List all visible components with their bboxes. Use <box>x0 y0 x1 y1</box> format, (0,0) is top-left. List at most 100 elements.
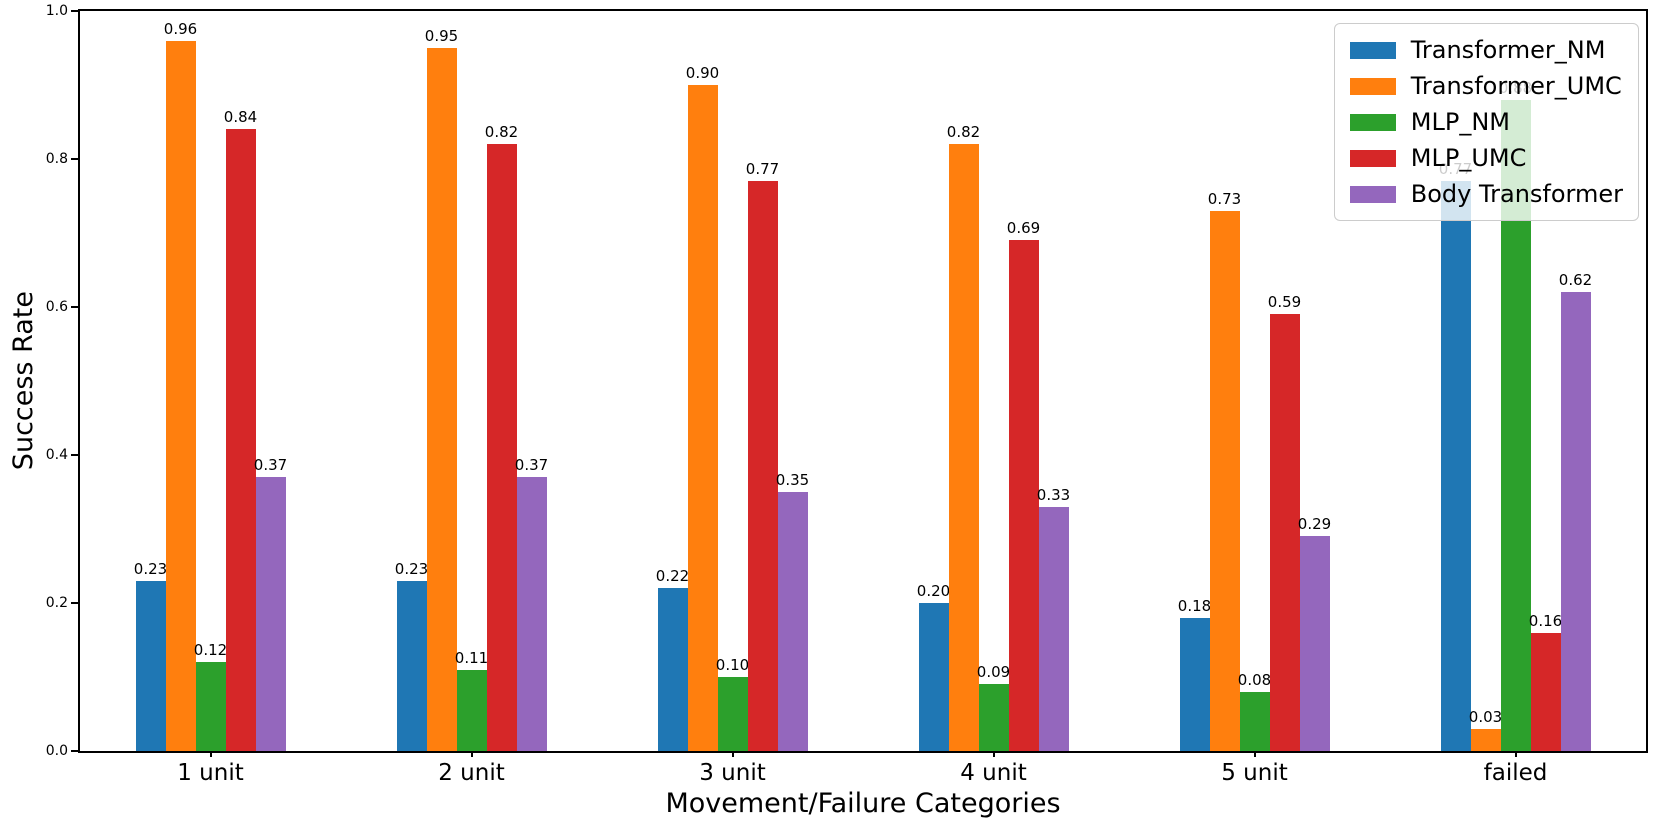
category-slot: 0.23 0.95 0.11 0.82 0.37 <box>341 11 602 751</box>
bar: 0.96 <box>164 20 197 751</box>
bar-value-label: 0.95 <box>424 27 459 45</box>
legend-label: Transformer_NM <box>1410 36 1606 64</box>
bar: 0.12 <box>194 641 227 751</box>
bar-value-label: 0.12 <box>193 641 228 660</box>
bar-value-label: 0.82 <box>484 123 519 142</box>
y-tick-label: 0.8 <box>45 151 68 167</box>
legend-item: Transformer_UMC <box>1349 72 1623 100</box>
bar-value-label: 0.37 <box>514 456 549 475</box>
category-slot: 0.22 0.90 0.10 0.77 0.35 <box>602 11 863 751</box>
y-tick-label: 0.2 <box>45 595 68 611</box>
y-axis-title-wrap: Success Rate <box>6 11 40 751</box>
bar: 0.18 <box>1178 597 1211 751</box>
bar: 0.20 <box>917 582 950 751</box>
bar: 0.59 <box>1268 293 1301 751</box>
y-tick-mark <box>71 602 78 604</box>
bar: 0.90 <box>686 64 719 751</box>
bar-value-label: 0.82 <box>946 123 981 142</box>
bar-group: 0.23 0.96 0.12 0.84 0.37 <box>133 20 287 751</box>
bar: 0.37 <box>254 456 287 751</box>
bar-value-label: 0.23 <box>394 559 429 578</box>
bar-value-label: 0.84 <box>223 108 258 127</box>
legend-swatch <box>1349 185 1396 203</box>
y-tick-mark <box>71 158 78 160</box>
y-tick-mark <box>71 454 78 456</box>
bar-value-label: 0.77 <box>745 160 780 179</box>
legend-label: MLP_NM <box>1410 108 1510 136</box>
bar-group: 0.22 0.90 0.10 0.77 0.35 <box>656 64 809 751</box>
x-tick-label: 4 unit <box>960 760 1027 786</box>
bar-value-label: 0.09 <box>976 663 1011 682</box>
bar-value-label: 0.62 <box>1558 271 1593 290</box>
bar-value-label: 0.16 <box>1528 611 1563 630</box>
bar: 0.35 <box>776 471 809 751</box>
bar: 0.33 <box>1037 486 1070 751</box>
x-tick-cell: failed <box>1385 751 1646 786</box>
bar: 0.69 <box>1007 219 1040 751</box>
y-tick-label: 0.6 <box>45 299 68 315</box>
x-tick-label: 3 unit <box>699 760 766 786</box>
legend-item: Body Transformer <box>1349 180 1623 208</box>
x-axis-ticks: 1 unit 2 unit 3 unit 4 unit 5 unit failed <box>80 751 1646 786</box>
x-tick-mark <box>209 751 212 757</box>
bar-value-label: 0.10 <box>715 656 750 674</box>
x-tick-mark <box>731 751 734 757</box>
bar: 0.62 <box>1559 271 1592 751</box>
bar-value-label: 0.33 <box>1036 485 1071 504</box>
legend-label: Transformer_UMC <box>1410 72 1622 100</box>
bar-value-label: 0.29 <box>1297 515 1332 534</box>
bars-layer: 0.23 0.96 0.12 0.84 0.37 0.23 0.95 0.11 0.82 0.37… <box>80 11 1646 751</box>
legend-label: MLP_UMC <box>1410 144 1527 172</box>
x-tick-cell: 3 unit <box>602 751 863 786</box>
y-tick-mark <box>71 306 78 308</box>
bar-value-label: 0.37 <box>253 456 288 475</box>
bar-group: 0.23 0.95 0.11 0.82 0.37 <box>394 27 548 751</box>
category-slot: 0.20 0.82 0.09 0.69 0.33 <box>863 11 1124 751</box>
bar-value-label: 0.35 <box>775 471 810 489</box>
bar-group: 0.18 0.73 0.08 0.59 0.29 <box>1178 190 1331 751</box>
y-tick-mark <box>71 10 78 12</box>
bar: 0.10 <box>716 656 749 751</box>
legend-item: MLP_UMC <box>1349 144 1623 172</box>
bar-value-label: 0.11 <box>454 648 489 667</box>
bar: 0.22 <box>656 567 689 751</box>
x-tick-mark <box>992 751 995 757</box>
bar-value-label: 0.03 <box>1468 707 1503 726</box>
legend-swatch <box>1349 149 1396 167</box>
legend-swatch <box>1349 113 1396 131</box>
bar: 0.09 <box>977 663 1010 751</box>
x-tick-label: 5 unit <box>1221 760 1288 786</box>
bar-value-label: 0.73 <box>1207 189 1242 208</box>
legend-label: Body Transformer <box>1410 180 1623 208</box>
x-tick-label: failed <box>1483 760 1548 786</box>
bar-group: 0.20 0.82 0.09 0.69 0.33 <box>917 123 1070 751</box>
legend-item: MLP_NM <box>1349 108 1623 136</box>
bar-value-label: 0.96 <box>163 19 198 38</box>
x-tick-cell: 1 unit <box>80 751 341 786</box>
bar-value-label: 0.18 <box>1177 596 1212 615</box>
y-tick-label: 0.4 <box>45 447 68 463</box>
x-tick-label: 2 unit <box>438 760 505 786</box>
bar: 0.77 <box>1439 160 1472 751</box>
x-axis-title: Movement/Failure Categories <box>665 788 1061 819</box>
bar-value-label: 0.22 <box>655 567 690 586</box>
bar: 0.82 <box>947 123 980 751</box>
category-slot: 0.18 0.73 0.08 0.59 0.29 <box>1124 11 1385 751</box>
bar: 0.11 <box>455 649 488 751</box>
bar-value-label: 0.69 <box>1006 219 1041 238</box>
bar: 0.16 <box>1529 612 1562 751</box>
bar: 0.37 <box>515 456 548 751</box>
bar: 0.29 <box>1298 515 1331 751</box>
x-tick-label: 1 unit <box>177 760 244 786</box>
legend-swatch <box>1349 77 1396 95</box>
bar-value-label: 0.08 <box>1237 670 1272 689</box>
bar-value-label: 0.59 <box>1267 293 1302 312</box>
bar-value-label: 0.23 <box>133 559 168 578</box>
bar: 0.73 <box>1208 190 1241 751</box>
bar: 0.84 <box>224 108 257 751</box>
legend: Transformer_NM Transformer_UMC MLP_NM MLP_U… <box>1333 23 1639 221</box>
y-tick-label: 0.0 <box>45 743 68 759</box>
x-tick-cell: 5 unit <box>1124 751 1385 786</box>
bar-value-label: 0.90 <box>685 64 720 82</box>
